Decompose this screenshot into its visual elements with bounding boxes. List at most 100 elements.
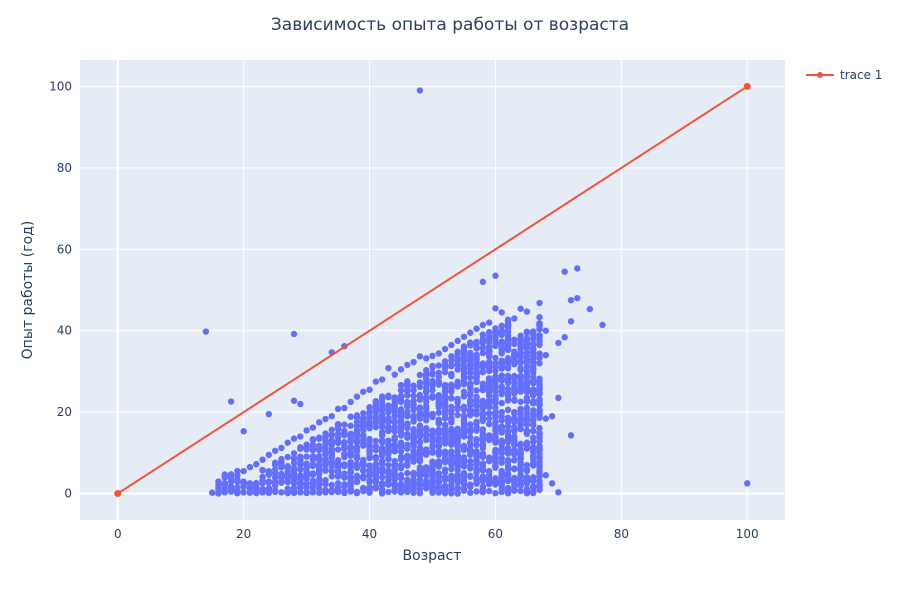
scatter-point — [473, 402, 480, 409]
scatter-point — [504, 406, 512, 414]
scatter-point — [347, 443, 354, 450]
scatter-point — [498, 390, 505, 398]
scatter-point — [511, 456, 518, 464]
scatter-point — [309, 462, 317, 470]
scatter-point — [523, 348, 531, 356]
scatter-point — [523, 417, 531, 424]
scatter-point — [473, 476, 480, 484]
scatter-point — [391, 487, 398, 495]
scatter-point — [441, 426, 449, 433]
scatter-point — [479, 321, 487, 329]
scatter-point — [454, 361, 461, 369]
scatter-point — [366, 487, 373, 494]
scatter-point — [517, 305, 524, 312]
scatter-point — [473, 373, 480, 380]
scatter-point — [479, 380, 487, 387]
scatter-point — [492, 461, 499, 469]
scatter-point — [271, 487, 279, 494]
scatter-point — [517, 487, 524, 495]
scatter-point — [479, 400, 487, 407]
scatter-point — [341, 445, 348, 453]
scatter-point — [448, 448, 455, 455]
scatter-point — [341, 483, 348, 490]
scatter-point — [467, 451, 474, 458]
scatter-point — [485, 415, 493, 422]
scatter-point — [328, 473, 335, 480]
scatter-point — [473, 488, 480, 495]
scatter-point — [530, 328, 537, 335]
scatter-point — [404, 421, 411, 428]
scatter-point — [297, 433, 304, 440]
scatter-point — [492, 475, 499, 482]
x-tick-label: 100 — [736, 527, 759, 541]
scatter-point — [290, 435, 298, 442]
scatter-point — [473, 378, 480, 386]
scatter-point — [404, 378, 411, 385]
scatter-point — [448, 357, 455, 364]
scatter-point — [441, 450, 449, 457]
scatter-point — [517, 442, 524, 450]
scatter-point — [397, 432, 405, 439]
scatter-point — [435, 463, 442, 470]
scatter-point — [297, 445, 304, 452]
scatter-point — [517, 345, 524, 353]
scatter-point — [504, 337, 512, 344]
scatter-point — [391, 460, 398, 468]
scatter-point — [397, 387, 405, 394]
scatter-point — [328, 437, 335, 444]
scatter-point — [423, 387, 430, 395]
scatter-point — [548, 480, 556, 487]
legend[interactable]: trace 1 — [806, 68, 882, 82]
scatter-point — [416, 452, 424, 460]
scatter-point — [492, 404, 499, 411]
scatter-point — [284, 439, 291, 446]
scatter-point — [246, 480, 254, 487]
scatter-point — [454, 428, 461, 435]
scatter-point — [290, 455, 298, 462]
scatter-point — [309, 437, 317, 444]
scatter-point — [467, 329, 474, 336]
scatter-point — [530, 335, 537, 343]
scatter-point — [284, 478, 291, 486]
scatter-point — [360, 462, 367, 470]
scatter-point — [435, 400, 442, 407]
scatter-point — [360, 388, 367, 395]
scatter-point — [473, 436, 480, 444]
scatter-point — [429, 430, 436, 438]
scatter-point — [290, 464, 298, 472]
scatter-point — [397, 442, 405, 450]
scatter-point — [309, 441, 317, 449]
scatter-point — [410, 406, 417, 414]
scatter-point — [397, 484, 405, 491]
scatter-point — [397, 409, 405, 416]
scatter-point — [441, 415, 449, 422]
scatter-point — [504, 484, 512, 492]
scatter-points — [202, 87, 751, 497]
scatter-point — [322, 433, 329, 440]
scatter-point — [271, 447, 279, 454]
scatter-point — [460, 459, 468, 466]
scatter-point — [397, 424, 405, 431]
scatter-point — [315, 467, 323, 475]
scatter-point — [391, 412, 398, 420]
scatter-point — [448, 381, 455, 388]
scatter-point — [467, 426, 474, 434]
scatter-point — [416, 410, 424, 418]
scatter-point — [429, 413, 436, 421]
scatter-point — [492, 456, 499, 464]
scatter-point — [479, 405, 487, 412]
scatter-point — [391, 428, 398, 435]
scatter-point — [467, 341, 474, 349]
scatter-point — [353, 452, 361, 460]
scatter-point — [221, 481, 228, 488]
scatter-point — [460, 362, 468, 369]
scatter-point — [353, 478, 361, 486]
scatter-point — [215, 478, 222, 485]
x-tick-label: 0 — [114, 527, 122, 541]
scatter-point — [391, 418, 398, 425]
scatter-point — [378, 465, 386, 472]
scatter-point — [492, 449, 499, 457]
scatter-point — [479, 344, 487, 351]
scatter-point — [441, 397, 449, 405]
scatter-point — [511, 447, 518, 454]
